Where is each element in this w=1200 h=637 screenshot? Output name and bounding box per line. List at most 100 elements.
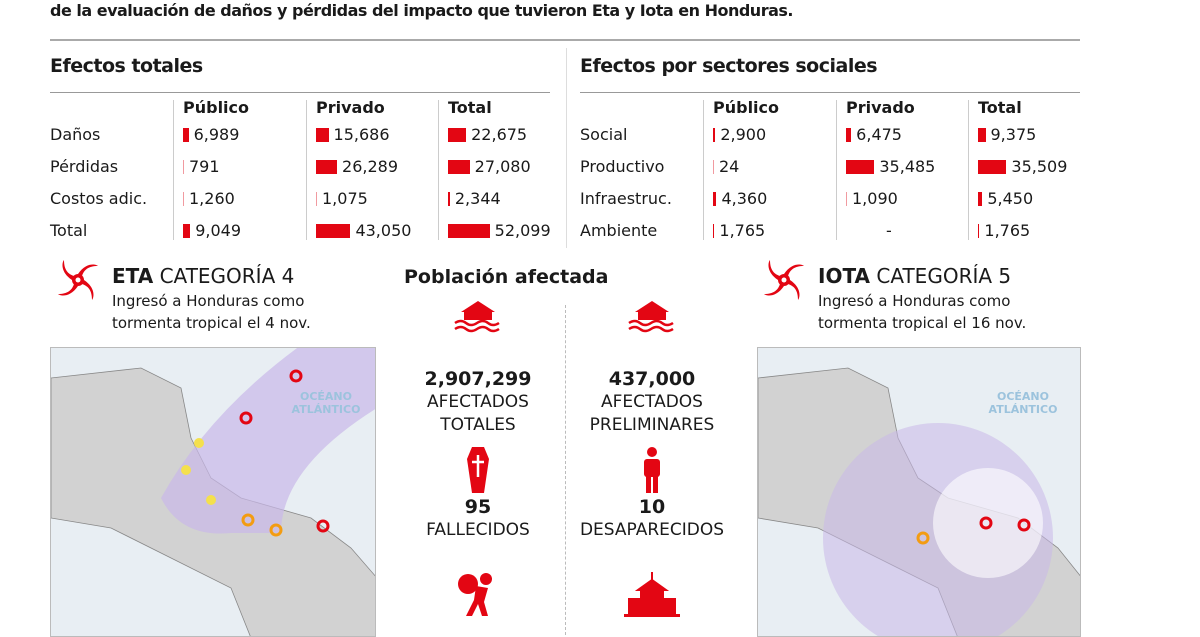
column-header: Total xyxy=(978,98,1022,117)
value-bar xyxy=(846,191,847,206)
column-header: Privado xyxy=(846,98,915,117)
table-row: Infraestruc. 4,360 1,090 5,450 xyxy=(580,189,1080,213)
cell-value: 2,344 xyxy=(454,189,501,208)
cell-value: 1,260 xyxy=(189,189,235,208)
value-bar xyxy=(846,159,875,174)
table-row: Total 9,049 43,050 52,099 xyxy=(50,221,551,245)
table-row: Social 2,900 6,475 9,375 xyxy=(580,125,1080,149)
cell-value: 1,090 xyxy=(852,189,898,208)
column-header: Público xyxy=(183,98,250,117)
iota-desc-line1: Ingresó a Honduras como xyxy=(818,292,1011,310)
ocean-label: OCÉANO ATLÁNTICO xyxy=(291,390,361,416)
value-bar xyxy=(316,159,338,174)
person-icon xyxy=(644,447,660,493)
cell-value: 4,360 xyxy=(721,189,768,208)
stat-label: TOTALES xyxy=(440,415,516,435)
headline: de la evaluación de daños y pérdidas del… xyxy=(50,1,793,20)
eta-name: ETA xyxy=(112,264,154,288)
iota-name: IOTA xyxy=(818,264,871,288)
cell-value: 1,765 xyxy=(984,221,1031,240)
stat-label: DESAPARECIDOS xyxy=(579,520,725,540)
stat-number: 95 xyxy=(464,496,492,518)
value-bar xyxy=(713,127,716,142)
eta-category: CATEGORÍA 4 xyxy=(159,264,295,288)
divider xyxy=(836,100,837,240)
iota-category: CATEGORÍA 5 xyxy=(876,264,1012,288)
divider xyxy=(566,48,567,248)
table-row: Ambiente 1,765 - 1,765 xyxy=(580,221,1080,245)
stat-label: FALLECIDOS xyxy=(426,520,530,540)
table-row: Productivo 24 35,485 35,509 xyxy=(580,157,1080,181)
column-header: Público xyxy=(713,98,780,117)
stat-label: AFECTADOS xyxy=(601,392,703,412)
row-label: Total xyxy=(50,221,88,240)
value-bar xyxy=(978,223,980,238)
value-bar xyxy=(316,127,329,142)
looter-icon xyxy=(458,573,492,616)
divider xyxy=(703,100,704,240)
divider xyxy=(173,100,174,240)
value-bar xyxy=(316,191,317,206)
cell-value: 52,099 xyxy=(494,221,551,240)
eta-map: OCÉANO ATLÁNTICO xyxy=(50,347,376,637)
stat-number: 10 xyxy=(638,496,666,518)
value-bar xyxy=(713,159,714,174)
divider xyxy=(50,39,1080,41)
hurricane-icon xyxy=(764,260,804,300)
cell-value: 6,475 xyxy=(856,125,902,144)
stat-label: AFECTADOS xyxy=(427,392,529,412)
value-bar xyxy=(713,191,717,206)
divider xyxy=(438,100,439,240)
cell-value: 24 xyxy=(719,157,740,176)
value-bar xyxy=(183,191,184,206)
efectos-totales-title: Efectos totales xyxy=(50,55,203,77)
value-bar xyxy=(978,191,983,206)
column-header: Privado xyxy=(316,98,385,117)
value-bar xyxy=(713,223,715,238)
cell-value: 791 xyxy=(189,157,220,176)
poblacion-title: Población afectada xyxy=(404,266,609,288)
flooded-house-icon xyxy=(628,301,674,333)
iota-map: OCÉANO ATLÁNTICO xyxy=(757,347,1081,637)
row-label: Social xyxy=(580,125,628,144)
value-bar xyxy=(978,127,986,142)
hurricane-icon xyxy=(58,260,98,300)
row-label: Productivo xyxy=(580,157,665,176)
cell-value: 9,049 xyxy=(195,221,242,240)
divider xyxy=(50,92,550,93)
cell-value: 22,675 xyxy=(471,125,528,144)
coffin-icon xyxy=(467,447,489,493)
stat-number: 2,907,299 xyxy=(424,368,532,390)
value-bar xyxy=(183,159,184,174)
divider xyxy=(306,100,307,240)
eta-desc-line1: Ingresó a Honduras como xyxy=(112,292,305,310)
value-bar xyxy=(448,191,450,206)
divider xyxy=(580,92,1080,93)
cell-value: 6,989 xyxy=(193,125,240,144)
eta-desc-line2: tormenta tropical el 4 nov. xyxy=(112,314,311,332)
row-label: Daños xyxy=(50,125,101,144)
cell-value: 43,050 xyxy=(355,221,412,240)
row-label: Pérdidas xyxy=(50,157,119,176)
value-bar xyxy=(448,159,470,174)
cell-value: 1,765 xyxy=(719,221,766,240)
cell-value: 15,686 xyxy=(333,125,390,144)
stat-number: 437,000 xyxy=(608,368,696,390)
cell-value: 1,075 xyxy=(322,189,368,208)
cell-value: - xyxy=(886,221,892,240)
flooded-house-icon xyxy=(454,301,500,333)
table-row: Pérdidas 791 26,289 27,080 xyxy=(50,157,550,181)
efectos-sectores-title: Efectos por sectores sociales xyxy=(580,55,878,77)
cell-value: 35,509 xyxy=(1011,157,1068,176)
row-label: Infraestruc. xyxy=(580,189,672,208)
cell-value: 27,080 xyxy=(474,157,531,176)
cell-value: 26,289 xyxy=(342,157,398,176)
divider xyxy=(968,100,969,240)
column-header: Total xyxy=(448,98,492,117)
cell-value: 2,900 xyxy=(720,125,767,144)
cell-value: 9,375 xyxy=(990,125,1037,144)
value-bar xyxy=(448,223,490,238)
value-bar xyxy=(978,159,1007,174)
row-label: Ambiente xyxy=(580,221,658,240)
divider xyxy=(565,305,566,635)
